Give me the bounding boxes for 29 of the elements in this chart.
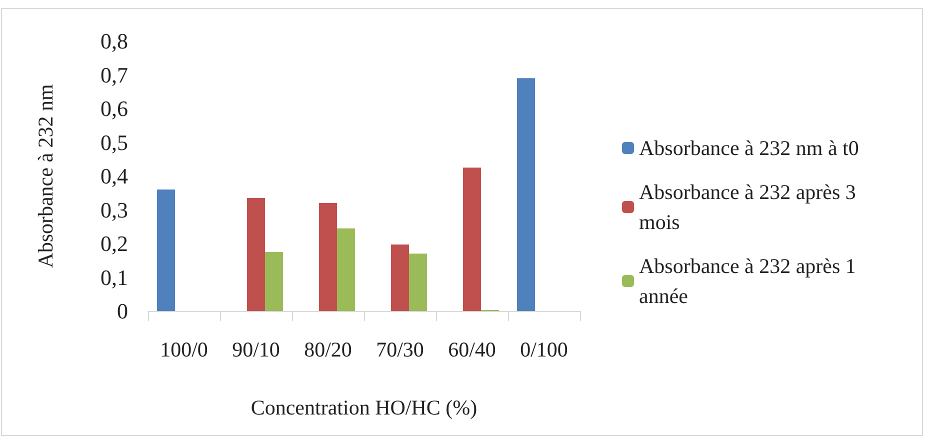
- y-tick-label: 0,6: [100, 96, 128, 121]
- x-axis-title: Concentration HO/HC (%): [250, 396, 478, 420]
- y-tick-label: 0,8: [100, 28, 128, 54]
- bar: [463, 168, 481, 311]
- legend-label: Absorbance à 232 après 3 mois: [639, 180, 862, 234]
- x-tick-label: 0/100: [520, 338, 568, 362]
- x-tick-label: 60/40: [448, 338, 496, 362]
- y-tick-label: 0,5: [100, 130, 128, 155]
- y-tick-label: 0,2: [100, 231, 128, 256]
- y-tick-label: 0,1: [100, 264, 128, 290]
- y-tick-label: 0: [117, 298, 128, 324]
- x-tick-label: 100/0: [160, 338, 208, 362]
- bar: [265, 252, 283, 311]
- y-tick-label: 0,7: [100, 62, 128, 88]
- y-axis-title: Absorbance à 232 nm: [34, 84, 58, 268]
- bar: [409, 254, 427, 311]
- y-tick-label: 0,4: [100, 164, 128, 188]
- x-tick-label: 70/30: [376, 338, 424, 362]
- bar: [517, 78, 535, 311]
- bar: [157, 190, 175, 311]
- x-tick-label: 90/10: [232, 338, 280, 362]
- x-tick-label: 80/20: [304, 338, 352, 362]
- bar: [337, 228, 355, 311]
- bar: [391, 244, 409, 311]
- legend-label: Absorbance à 232 nm à t0: [639, 136, 859, 160]
- legend-label: Absorbance à 232 après 1 année: [639, 254, 862, 308]
- bar: [247, 198, 265, 311]
- bar: [319, 203, 337, 311]
- y-tick-label: 0,3: [100, 197, 128, 222]
